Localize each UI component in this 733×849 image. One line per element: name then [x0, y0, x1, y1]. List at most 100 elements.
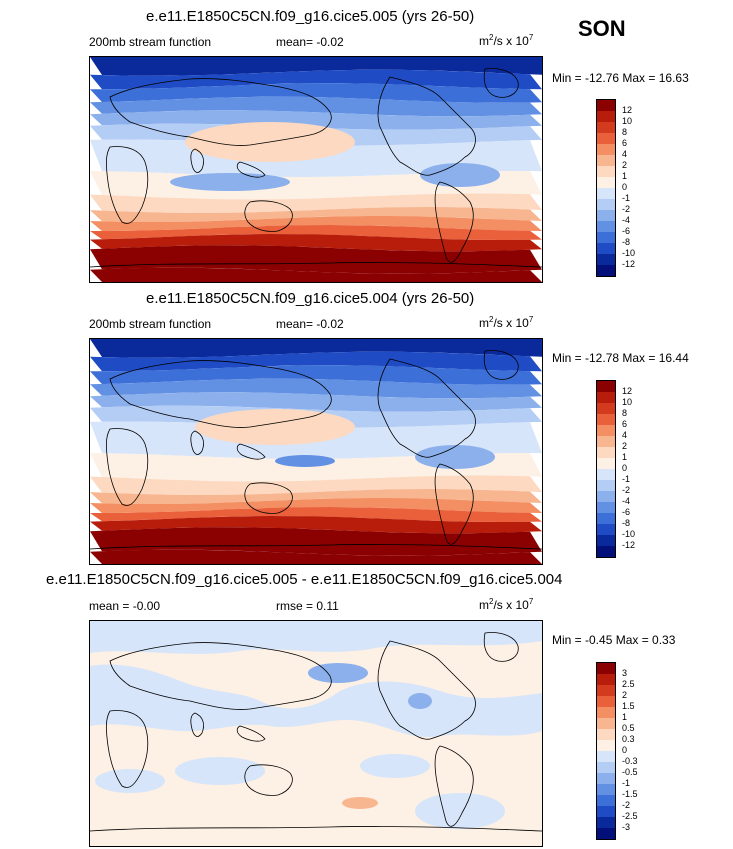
panel2-colorbar-label-6: 1	[622, 452, 628, 462]
panel1-band-12	[90, 234, 542, 252]
panel3-colorbar-swatch-15	[597, 828, 615, 840]
panel3-coastline-7	[244, 764, 293, 796]
panel1-colorbar-label-0: 12	[622, 105, 633, 115]
panel2-band-10	[90, 498, 542, 513]
panel3-colorbar-label-2: 2	[622, 690, 628, 700]
panel3-colorbar-label-3: 1.5	[622, 701, 635, 711]
panel3-title: e.e11.E1850C5CN.f09_g16.cice5.005 - e.e1…	[46, 571, 563, 588]
panel3-cool-anomaly-north-america	[408, 693, 432, 709]
panel3-units-label: m2/s x 107	[479, 597, 534, 612]
panel1-band-3	[90, 96, 542, 117]
panel2-colorbar-label-5: 2	[622, 441, 628, 451]
panel3-colorbar-label-12: -2	[622, 800, 631, 810]
panel1-colorbar-label-3: 6	[622, 138, 628, 148]
panel2-band-13	[90, 527, 542, 556]
panel3-minmax: Min = -0.45 Max = 0.33	[552, 633, 676, 647]
panel1-band-9	[90, 207, 542, 222]
panel2-band-12	[90, 516, 542, 534]
panel2-colorbar-swatch-15	[597, 546, 615, 558]
panel2-coastline-5	[190, 430, 204, 455]
panel1-band-8	[90, 193, 542, 213]
panel1-colorbar-label-11: -6	[622, 226, 631, 236]
panel1-units-label: m2/s x 107	[479, 33, 534, 48]
panel1-colorbar-label-5: 2	[622, 160, 628, 170]
panel2-band-14	[90, 549, 542, 564]
panel3-colorbar-label-6: 0.3	[622, 734, 635, 744]
panel2-band-11	[90, 507, 542, 522]
panel2-colorbar-label-1: 10	[622, 397, 633, 407]
panel1-coastline-1	[483, 68, 519, 98]
panel1-colorbar-label-7: 0	[622, 182, 628, 192]
panel1-colorbar-label-1: 10	[622, 116, 633, 126]
panel2-colorbar-label-12: -8	[622, 518, 631, 528]
panel2-minmax: Min = -12.78 Max = 16.44	[552, 351, 689, 365]
panel2-coastline-0	[377, 358, 476, 458]
panel2-band-9	[90, 489, 542, 504]
panel3-coastline-0	[377, 640, 476, 740]
panel1-band-4	[90, 110, 542, 130]
panel2-band-2	[90, 365, 542, 385]
panel3-colorbar-label-11: -1.5	[622, 789, 638, 799]
panel3-coastline-2	[434, 745, 474, 827]
panel1-band-14	[90, 267, 542, 282]
panel1-band-11	[90, 225, 542, 240]
panel3-coastline-3	[109, 642, 332, 710]
panel2-mean-label: mean= -0.02	[276, 317, 344, 331]
panel1-colorbar-label-14: -12	[622, 259, 636, 269]
panel2-colorbar-label-11: -6	[622, 507, 631, 517]
panel2-coastline-2	[434, 463, 474, 545]
panel3-blue-arctic-band	[90, 621, 542, 654]
panel2-colorbar-label-14: -12	[622, 540, 636, 550]
panel3-colorbar-label-9: -0.5	[622, 767, 638, 777]
panel2-colorbar-label-2: 8	[622, 408, 628, 418]
panel3-colorbar-label-10: -1	[622, 778, 631, 788]
panel2-cool-anomaly-pacific	[275, 455, 335, 467]
panel2-variable-label: 200mb stream function	[89, 317, 212, 331]
panel1-variable-label: 200mb stream function	[89, 35, 212, 49]
panel1-colorbar-label-6: 1	[622, 171, 628, 181]
panel2-coastline-7	[244, 482, 293, 514]
panel2-coastline-1	[483, 350, 519, 380]
panel2-coastline-8	[90, 544, 542, 550]
panel2-coastline-4	[105, 428, 149, 506]
panel1-band-10	[90, 216, 542, 231]
panel2-band-4	[90, 392, 542, 412]
panel3-colorbar-label-0: 3	[622, 668, 628, 678]
panel3-blue-midlat-band	[90, 664, 542, 738]
panel2-colorbar-label-8: -1	[622, 474, 631, 484]
panel2-colorbar-frame	[596, 380, 616, 558]
panel3-colorbar-label-5: 0.5	[622, 723, 635, 733]
panel3-coastline-8	[90, 826, 542, 832]
panel2-units-label: m2/s x 107	[479, 315, 534, 330]
panel3-map	[89, 620, 543, 847]
panel1-map	[89, 56, 543, 283]
panel3-blue-anomaly-east-pacific	[360, 754, 430, 778]
panel3-mean-label: mean = -0.00	[89, 599, 161, 613]
panel3-blue-anomaly-indian	[175, 757, 265, 785]
panel3-colorbar-label-14: -3	[622, 822, 631, 832]
panel2-map	[89, 338, 543, 565]
panel3-colorbar-label-1: 2.5	[622, 679, 635, 689]
panel3-coastline-6	[236, 725, 266, 742]
panel2-colorbar-label-4: 4	[622, 430, 628, 440]
panel1-colorbar-label-13: -10	[622, 248, 636, 258]
panel1-map-svg	[90, 57, 542, 282]
panel1-coastline-5	[190, 148, 204, 173]
panel3-blue-anomaly-south-atlantic	[415, 793, 505, 829]
panel1-band-1	[90, 69, 542, 90]
panel2-colorbar-label-7: 0	[622, 463, 628, 473]
panel1-colorbar-label-2: 8	[622, 127, 628, 137]
panel1-coastline-7	[244, 200, 293, 232]
panel2-colorbar-label-3: 6	[622, 419, 628, 429]
panel1-coastline-6	[236, 161, 266, 178]
panel2-colorbar-label-9: -2	[622, 485, 631, 495]
panel1-coastline-3	[109, 78, 332, 146]
panel1-coastline-2	[434, 181, 474, 263]
panel1-band-2	[90, 83, 542, 103]
panel3-warm-anomaly-south-pacific	[342, 797, 378, 809]
panel3-coastline-4	[105, 710, 149, 788]
panel2-band-0	[90, 339, 542, 358]
panel3-cool-anomaly-north-pacific	[308, 663, 368, 683]
panel1-colorbar-label-4: 4	[622, 149, 628, 159]
panel1-colorbar-label-9: -2	[622, 204, 631, 214]
